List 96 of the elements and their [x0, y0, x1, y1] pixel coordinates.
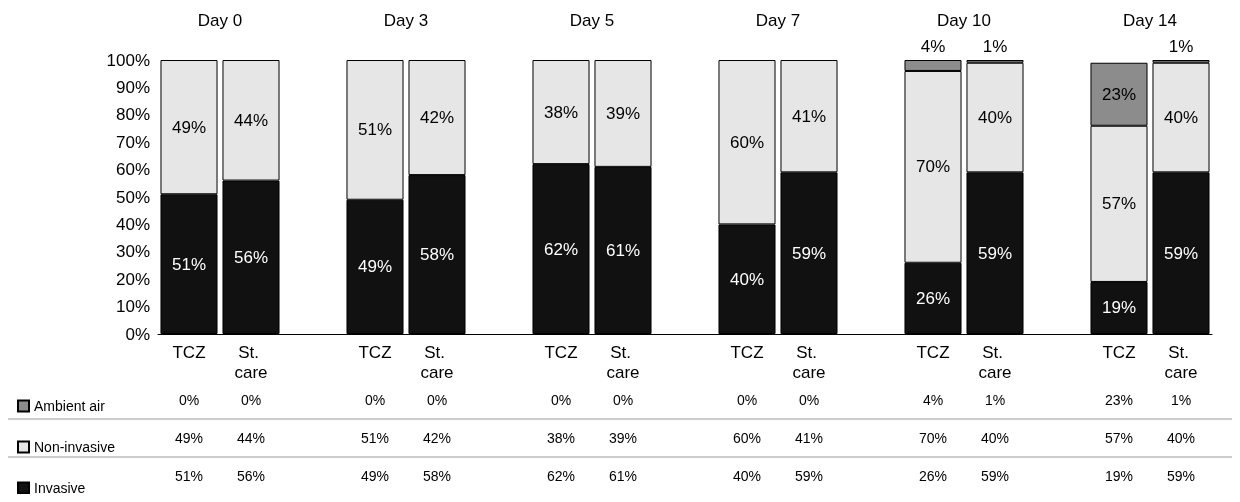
data-label: 57%	[1104, 430, 1134, 446]
data-label: 61%	[608, 468, 638, 484]
data-label: 4%	[922, 392, 944, 408]
text: 40%	[1163, 108, 1199, 128]
y-tick-label: 10%	[115, 297, 150, 317]
legend-label: Invasive	[34, 480, 86, 496]
x-tick-label: TCZ	[1102, 342, 1136, 362]
data-label: 59%	[794, 468, 824, 484]
legend-label: Ambient air	[34, 398, 106, 414]
x-tick-label: TCZ	[916, 342, 950, 362]
data-label: 49%	[360, 468, 390, 484]
text: 4%	[920, 37, 946, 56]
data-label: 0%	[178, 392, 200, 408]
data-label: 23%	[1104, 392, 1134, 408]
data-label: 0%	[798, 392, 820, 408]
legend-label: Non-invasive	[34, 439, 116, 455]
x-tick-label: TCZ	[730, 342, 764, 362]
data-label: 51%	[360, 430, 390, 446]
text: 51%	[171, 254, 207, 274]
y-tick-label: 80%	[115, 105, 150, 125]
text: 51%	[357, 120, 393, 140]
text: 40%	[977, 108, 1013, 128]
data-label: 58%	[422, 468, 452, 484]
text: Day 3	[383, 10, 429, 30]
data-label: 0%	[240, 392, 262, 408]
text: 40%	[729, 269, 765, 289]
data-label: 56%	[236, 468, 266, 484]
text: 42%	[419, 108, 455, 128]
text: 60%	[729, 132, 765, 152]
data-label: 26%	[918, 468, 948, 484]
data-label: 39%	[608, 430, 638, 446]
y-tick-label: 70%	[115, 132, 150, 152]
x-tick-label: TCZ	[172, 342, 206, 362]
text: Day 10	[937, 10, 991, 30]
data-label: 40%	[1166, 430, 1196, 446]
text: 49%	[357, 257, 393, 277]
data-label: 62%	[546, 468, 576, 484]
text: 59%	[1163, 243, 1199, 263]
text: 19%	[1101, 298, 1137, 318]
text: 59%	[791, 243, 827, 263]
text: Day 5	[569, 10, 615, 30]
text: 61%	[605, 240, 641, 260]
data-label: 0%	[612, 392, 634, 408]
text: 38%	[543, 102, 579, 122]
data-label: 42%	[422, 430, 452, 446]
data-label: 1%	[1170, 392, 1192, 408]
data-label: 40%	[732, 468, 762, 484]
data-label: 0%	[736, 392, 758, 408]
x-tick-label: TCZ	[358, 342, 392, 362]
x-tick-label: St. care	[792, 342, 826, 382]
data-label: 59%	[980, 468, 1010, 484]
text: 58%	[419, 245, 455, 265]
y-tick-label: 40%	[115, 214, 150, 234]
text: 1%	[1168, 37, 1194, 56]
data-label: 51%	[174, 468, 204, 484]
x-tick-label: St. care	[420, 342, 454, 382]
y-tick-label: 90%	[115, 77, 150, 97]
text: 59%	[977, 243, 1013, 263]
text: Day 7	[755, 10, 801, 30]
x-tick-label: St. care	[1164, 342, 1198, 382]
data-label: 0%	[364, 392, 386, 408]
data-label: 1%	[984, 392, 1006, 408]
data-label: 41%	[794, 430, 824, 446]
x-tick-label: St. care	[978, 342, 1012, 382]
text: 57%	[1101, 194, 1137, 214]
text: 49%	[171, 117, 207, 137]
data-label: 44%	[236, 430, 266, 446]
x-tick-label: TCZ	[544, 342, 578, 362]
text: 1%	[982, 37, 1008, 56]
data-label: 40%	[980, 430, 1010, 446]
text: 62%	[543, 239, 579, 259]
data-label: 0%	[550, 392, 572, 408]
y-tick-label: 30%	[115, 242, 150, 262]
data-label: 19%	[1104, 468, 1134, 484]
text: 41%	[791, 106, 827, 126]
data-label: 49%	[174, 430, 204, 446]
text: 26%	[915, 288, 951, 308]
text: 23%	[1101, 84, 1137, 104]
text: 56%	[233, 247, 269, 267]
y-tick-label: 60%	[115, 160, 150, 180]
x-tick-label: St. care	[234, 342, 268, 382]
y-tick-label: 0%	[125, 324, 150, 344]
y-tick-label: 100%	[106, 50, 150, 70]
data-label: 59%	[1166, 468, 1196, 484]
text: 44%	[233, 110, 269, 130]
text: Day 0	[197, 10, 243, 30]
text: 39%	[605, 103, 641, 123]
data-label: 70%	[918, 430, 948, 446]
text: 70%	[915, 157, 951, 177]
data-label: 38%	[546, 430, 576, 446]
y-tick-label: 50%	[115, 187, 150, 207]
x-tick-label: St. care	[606, 342, 640, 382]
data-label: 60%	[732, 430, 762, 446]
y-tick-label: 20%	[115, 269, 150, 289]
data-label: 0%	[426, 392, 448, 408]
text: Day 14	[1123, 10, 1177, 30]
